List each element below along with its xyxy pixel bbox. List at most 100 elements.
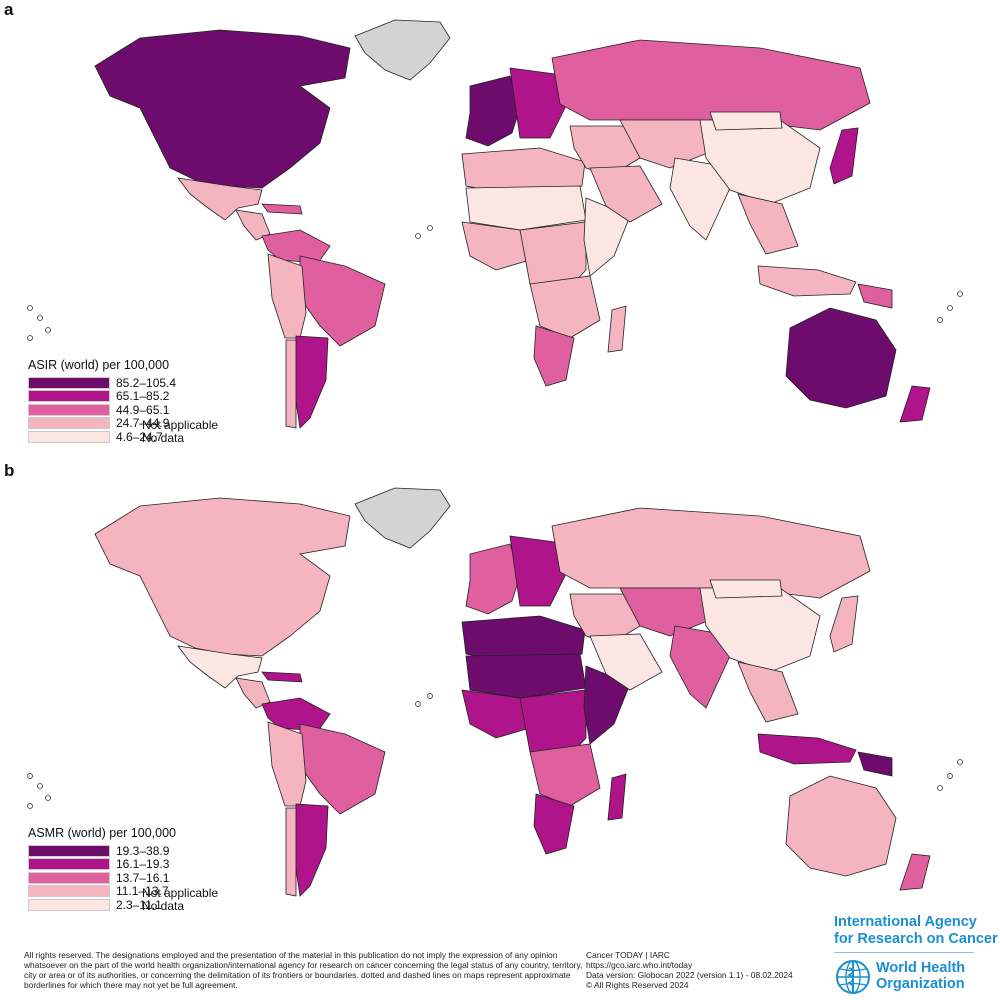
source-url: https://gco.iarc.who.int/today — [586, 960, 693, 970]
island-marker — [427, 693, 433, 699]
legend-row-1: 85.2–105.4 — [28, 376, 176, 390]
island-marker — [427, 225, 433, 231]
legend-title: ASIR (world) per 100,000 — [28, 358, 170, 372]
legend-not-applicable: Not applicable — [142, 418, 218, 432]
legend-range: 24.7–44.9 — [116, 416, 170, 431]
legend-label: Not applicable — [142, 417, 219, 432]
region-arabia — [589, 633, 663, 691]
region-north-america — [94, 29, 351, 189]
region-japan — [829, 127, 859, 185]
legend-range: 65.1–85.2 — [116, 389, 170, 404]
legend-swatch — [28, 430, 110, 443]
region-papua — [857, 283, 893, 309]
source-info: Cancer TODAY | IARC https://gco.iarc.who… — [586, 950, 816, 990]
who-line-2: Organization — [876, 976, 965, 992]
region-sahel — [465, 185, 587, 231]
island-marker — [957, 759, 963, 765]
iarc-line-1: International Agency — [834, 914, 977, 930]
region-andes — [267, 721, 307, 807]
region-north-africa — [461, 615, 586, 665]
legend-no-data: No data — [142, 899, 218, 913]
source-line: Cancer TODAY | IARC — [586, 950, 670, 960]
region-madagascar — [607, 305, 627, 353]
legend-no-data: No data — [142, 431, 218, 445]
island-marker — [415, 233, 421, 239]
region-chile — [285, 339, 297, 429]
island-marker — [947, 773, 953, 779]
region-mexico — [177, 645, 263, 689]
island-marker — [27, 335, 33, 341]
region-west-africa — [461, 689, 531, 739]
region-arabia — [589, 165, 663, 223]
legend-swatch — [28, 871, 110, 884]
region-west-africa — [461, 221, 531, 271]
disclaimer-text: All rights reserved. The designations em… — [24, 950, 583, 990]
island-marker — [45, 327, 51, 333]
region-greenland — [354, 487, 451, 549]
legend-row-4: 24.7–44.9 — [28, 416, 176, 431]
island-marker — [415, 701, 421, 707]
legend-range: 2.3–11.1 — [116, 897, 162, 912]
region-southern-africa — [529, 743, 601, 807]
panel-label-b: b — [4, 461, 15, 480]
legend-range: 44.9–65.1 — [116, 402, 170, 417]
legend-swatch — [28, 417, 110, 430]
legend-swatch — [28, 858, 110, 871]
island-marker — [27, 773, 33, 779]
legend-row-4: 11.1–13.7 — [28, 884, 176, 899]
region-south-africa — [533, 793, 575, 855]
legend-asmr: ASMR (world) per 100,000 19.3–38.9 16.1–… — [28, 826, 176, 912]
region-central-asia — [619, 119, 711, 169]
island-marker — [27, 305, 33, 311]
region-southeast-asia — [737, 661, 799, 723]
region-russia — [551, 507, 871, 599]
region-argentina — [293, 803, 329, 897]
region-brazil — [299, 255, 386, 347]
legend-range: 4.6–24.7 — [116, 429, 163, 444]
region-indonesia — [757, 265, 857, 297]
legend-swatch — [28, 844, 110, 857]
region-andes — [267, 253, 307, 339]
region-central-asia — [619, 587, 711, 637]
island-marker — [37, 783, 43, 789]
region-southeast-asia — [737, 193, 799, 255]
legend-range: 13.7–16.1 — [116, 870, 170, 885]
legend-swatch — [28, 390, 110, 403]
region-sahel — [465, 653, 587, 699]
legend-row-5: 4.6–24.7 — [28, 430, 176, 444]
region-mongolia — [709, 111, 783, 131]
island-marker — [937, 317, 943, 323]
legend-range: 11.1–13.7 — [116, 884, 169, 899]
island-marker — [45, 795, 51, 801]
region-western-europe — [465, 543, 521, 615]
legend-swatch — [28, 885, 110, 898]
legend-swatch — [28, 403, 110, 416]
legend-asir: ASIR (world) per 100,000 85.2–105.4 65.1… — [28, 358, 176, 444]
divider — [834, 952, 974, 953]
region-russia — [551, 39, 871, 131]
region-south-africa — [533, 325, 575, 387]
legend-row-3: 13.7–16.1 — [28, 871, 176, 885]
region-caribbean — [261, 671, 303, 683]
legend-title: ASMR (world) per 100,000 — [28, 826, 176, 840]
who-line-1: World Health — [876, 960, 966, 976]
legend-label: Not applicable — [142, 885, 219, 900]
world-map-asmr — [27, 487, 963, 897]
island-marker — [957, 291, 963, 297]
region-japan — [829, 595, 859, 653]
source-version: Data version: Globocan 2022 (version 1.1… — [586, 970, 793, 980]
region-indonesia — [757, 733, 857, 765]
legend-range: 85.2–105.4 — [116, 375, 177, 390]
legend-row-2: 16.1–19.3 — [28, 857, 176, 871]
region-china — [699, 587, 821, 673]
region-greenland — [354, 19, 451, 81]
region-mongolia — [709, 579, 783, 599]
island-marker — [27, 803, 33, 809]
legend-asir-extra: Not applicable No data — [142, 418, 218, 446]
region-argentina — [293, 335, 329, 429]
region-southern-africa — [529, 275, 601, 339]
legend-row-1: 19.3–38.9 — [28, 844, 176, 858]
island-marker — [947, 305, 953, 311]
region-chile — [285, 807, 297, 897]
region-north-america — [94, 497, 351, 657]
